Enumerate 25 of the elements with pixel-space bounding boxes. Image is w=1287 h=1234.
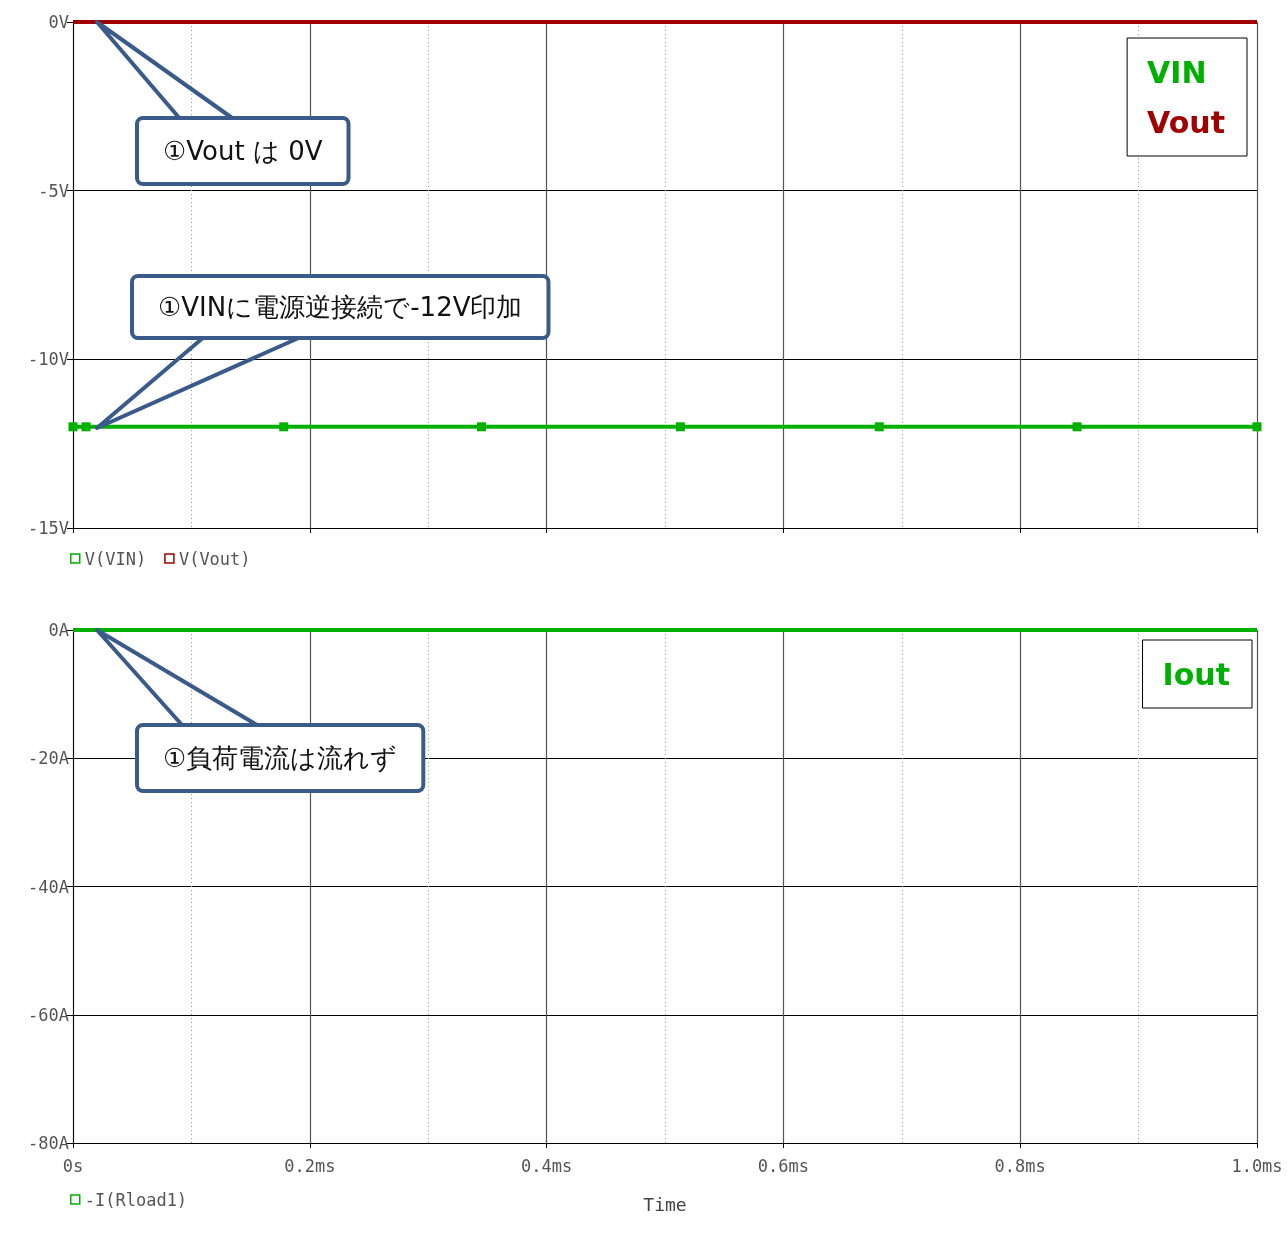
y-tick-label: -5V [38, 180, 69, 201]
x-tick-label: 0s [62, 1155, 84, 1176]
x-axis-title: Time [643, 1193, 687, 1215]
legend-label: -I(Rload1) [84, 1189, 188, 1210]
y-tick-label: -20A [28, 748, 69, 769]
y-tick-label: -10V [28, 349, 69, 370]
y-tick-label: 0A [48, 620, 69, 640]
annotation: ①負荷電流は流れず [163, 743, 398, 773]
y-tick-label: -15V [28, 518, 69, 538]
x-tick-label: 0.8ms [994, 1155, 1046, 1176]
x-tick-label: 1.0ms [1231, 1155, 1283, 1176]
annotation: Vout [1147, 104, 1225, 140]
annotation: VIN [1147, 54, 1207, 90]
y-tick-label: -80A [28, 1133, 69, 1153]
annotation: ①Vout は 0V [163, 136, 323, 166]
y-tick-label: -40A [28, 876, 69, 897]
y-tick-label: 0V [48, 12, 69, 32]
annotation: Iout [1162, 656, 1231, 692]
annotation: ①VINに電源逆接続で-12V印加 [158, 292, 523, 322]
legend-label: V(Vout) [178, 548, 251, 569]
x-tick-label: 0.2ms [284, 1155, 336, 1176]
legend-label: V(VIN) [84, 548, 147, 569]
y-tick-label: -60A [28, 1004, 69, 1025]
x-tick-label: 0.6ms [757, 1155, 809, 1176]
x-tick-label: 0.4ms [521, 1155, 573, 1176]
